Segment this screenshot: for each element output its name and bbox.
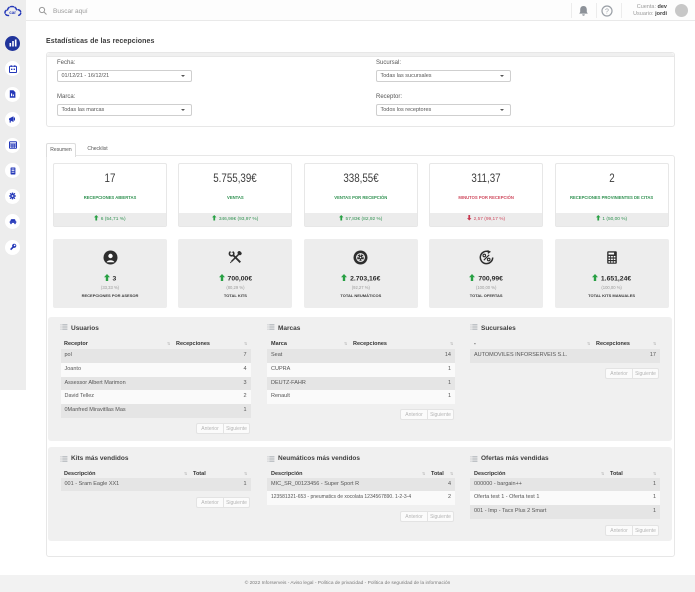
svg-text:car: car [9,10,16,15]
svg-text:?: ? [605,8,609,15]
